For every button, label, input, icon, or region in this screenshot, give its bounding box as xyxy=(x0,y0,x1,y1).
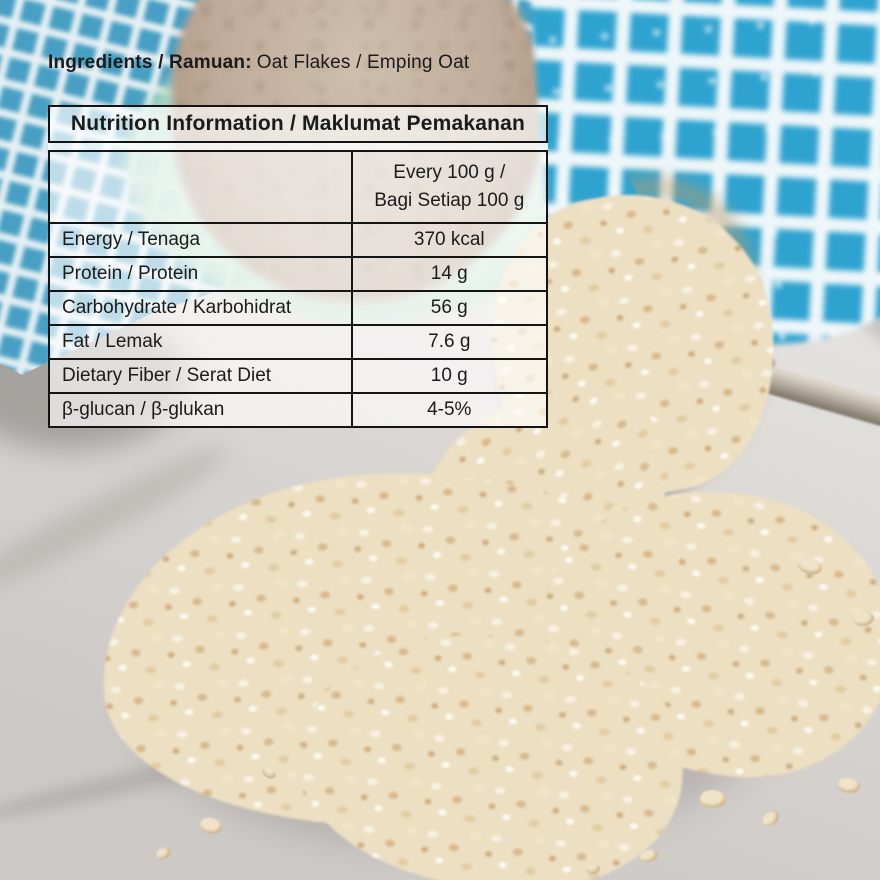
nutrient-label: Fat / Lemak xyxy=(50,326,353,358)
table-row: Dietary Fiber / Serat Diet 10 g xyxy=(50,358,546,392)
table-row: Energy / Tenaga 370 kcal xyxy=(50,222,546,256)
nutrition-table: Nutrition Information / Maklumat Pemakan… xyxy=(48,105,548,428)
column-header-cell: Every 100 g / Bagi Setiap 100 g xyxy=(352,152,546,222)
nutrient-label: Protein / Protein xyxy=(50,258,353,290)
nutrition-table-title: Nutrition Information / Maklumat Pemakan… xyxy=(48,105,548,143)
ingredients-label: Ingredients / Ramuan: xyxy=(48,52,252,73)
nutrient-label: Carbohydrate / Karbohidrat xyxy=(50,292,353,324)
table-row: Fat / Lemak 7.6 g xyxy=(50,324,546,358)
table-row: β-glucan / β-glukan 4-5% xyxy=(50,392,546,426)
empty-header-cell xyxy=(50,152,353,222)
stray-oat-flake xyxy=(854,612,874,626)
nutrient-label: β-glucan / β-glukan xyxy=(50,394,353,426)
nutrient-value: 4-5% xyxy=(352,394,546,426)
table-row: Carbohydrate / Karbohidrat 56 g xyxy=(50,290,546,324)
nutrient-value: 56 g xyxy=(352,292,546,324)
table-row: Every 100 g / Bagi Setiap 100 g xyxy=(50,152,546,222)
ingredients-line: Ingredients / Ramuan: Oat Flakes / Emping… xyxy=(48,52,469,74)
nutrient-value: 370 kcal xyxy=(352,224,546,256)
nutrient-value: 7.6 g xyxy=(352,326,546,358)
nutrient-value: 14 g xyxy=(352,258,546,290)
nutrient-label: Energy / Tenaga xyxy=(50,224,353,256)
ingredients-value: Oat Flakes / Emping Oat xyxy=(256,52,470,73)
table-row: Protein / Protein 14 g xyxy=(50,256,546,290)
nutrient-label: Dietary Fiber / Serat Diet xyxy=(50,360,353,392)
column-header-line2: Bagi Setiap 100 g xyxy=(374,190,525,211)
column-header-line1: Every 100 g / xyxy=(393,162,506,184)
nutrition-table-body: Every 100 g / Bagi Setiap 100 g Energy /… xyxy=(48,150,548,428)
nutrient-value: 10 g xyxy=(352,360,546,392)
table-gap xyxy=(48,143,548,150)
